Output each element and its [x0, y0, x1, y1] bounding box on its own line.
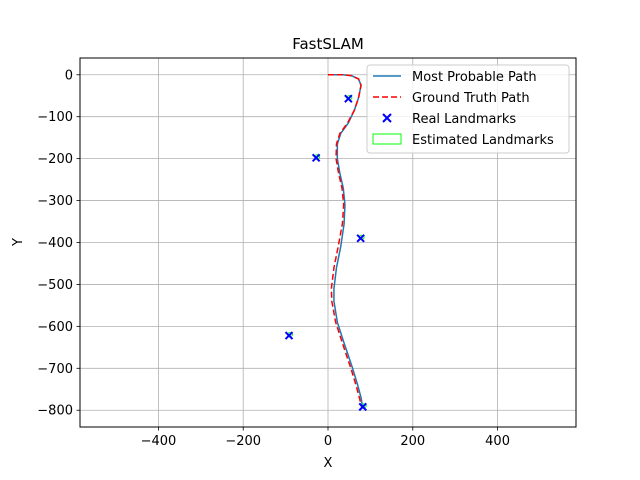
legend-label-estimated-landmarks: Estimated Landmarks: [412, 133, 554, 148]
legend-label-most-probable-path: Most Probable Path: [412, 70, 537, 85]
legend-label-ground-truth-path: Ground Truth Path: [412, 91, 530, 106]
data-layer: [284, 74, 367, 412]
legend-frame: [366, 64, 570, 154]
legend: Most Probable Path Ground Truth Path Rea…: [366, 64, 570, 154]
y-tick-label: 0: [65, 68, 73, 83]
x-marker-stroke: [284, 331, 294, 340]
real-landmarks-point: [358, 402, 367, 412]
legend-swatch-real-landmarks: [382, 113, 392, 123]
legend-swatch-estimated-landmarks: [372, 133, 402, 145]
real-landmarks-point: [356, 234, 365, 243]
x-axis-label: X: [324, 456, 333, 471]
y-axis-label: Y: [11, 238, 26, 247]
x-marker-stroke: [356, 234, 365, 243]
x-tick-label: −200: [225, 434, 261, 449]
y-tick-label: −400: [37, 236, 73, 251]
chart-title: FastSLAM: [292, 35, 364, 53]
x-marker-stroke: [358, 402, 367, 412]
y-tick-label: −500: [37, 278, 73, 293]
x-tick-label: −400: [141, 434, 177, 449]
real-landmarks-point: [284, 331, 294, 340]
y-tick-label: −200: [37, 152, 73, 167]
real-landmarks-point: [311, 153, 321, 163]
y-tick-label: −100: [37, 110, 73, 125]
x-tick-label: 400: [485, 434, 510, 449]
y-tick-label: −800: [37, 404, 73, 419]
y-tick-label: −600: [37, 320, 73, 335]
real-landmarks-point: [344, 94, 353, 103]
ground-truth-path-line: [328, 74, 363, 409]
legend-label-real-landmarks: Real Landmarks: [412, 112, 516, 127]
x-marker-stroke: [311, 153, 321, 163]
x-marker-stroke: [344, 94, 353, 103]
x-tick-label: 200: [400, 434, 425, 449]
x-tick-label: 0: [324, 434, 332, 449]
y-tick-label: −300: [37, 194, 73, 209]
ticks: −400 −200 0 200 400 0 −100 −200 −300 −400 −500 −600…: [37, 68, 510, 449]
y-tick-label: −700: [37, 362, 73, 377]
